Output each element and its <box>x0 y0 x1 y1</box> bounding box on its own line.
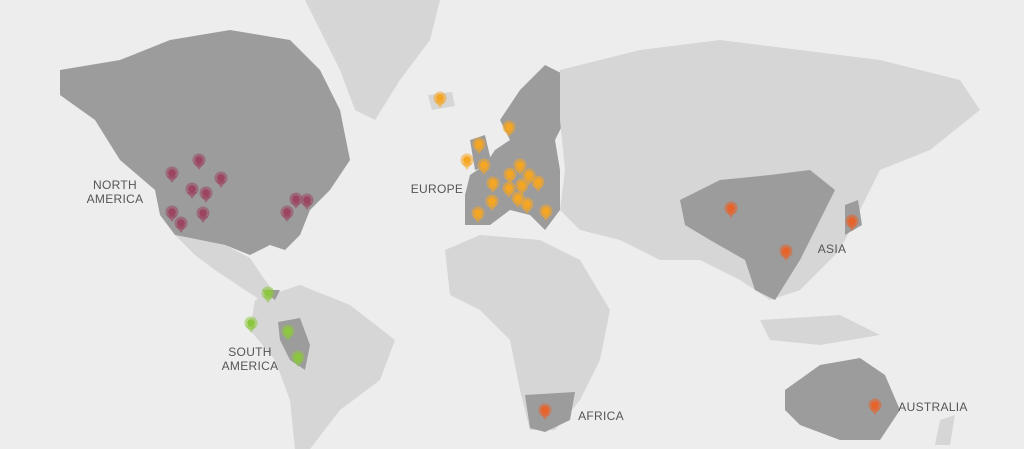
location-pin-icon[interactable] <box>185 182 199 200</box>
greenland <box>305 0 440 120</box>
label-line: EUROPE <box>410 182 464 196</box>
label-south-america: SOUTH AMERICA <box>213 345 287 373</box>
location-pin-icon[interactable] <box>300 193 314 211</box>
location-pin-icon[interactable] <box>868 398 882 416</box>
location-pin-icon[interactable] <box>199 186 213 204</box>
location-pin-icon[interactable] <box>165 205 179 223</box>
location-pin-icon[interactable] <box>513 158 527 176</box>
label-north-america: NORTH AMERICA <box>78 178 152 206</box>
label-europe: EUROPE <box>407 182 467 196</box>
location-pin-icon[interactable] <box>214 171 228 189</box>
location-pin-icon[interactable] <box>174 216 188 234</box>
location-pin-icon[interactable] <box>192 153 206 171</box>
label-line: ASIA <box>817 242 847 256</box>
label-asia: ASIA <box>812 242 852 256</box>
location-pin-icon[interactable] <box>291 350 305 368</box>
location-pin-icon[interactable] <box>244 316 258 334</box>
location-pin-icon[interactable] <box>165 166 179 184</box>
location-pin-icon[interactable] <box>486 176 500 194</box>
location-pin-icon[interactable] <box>538 403 552 421</box>
label-line: AUSTRALIA <box>898 400 968 414</box>
new-zealand <box>935 415 955 445</box>
label-australia: AUSTRALIA <box>893 400 973 414</box>
location-pin-icon[interactable] <box>472 137 486 155</box>
location-pin-icon[interactable] <box>522 168 536 186</box>
label-line: AMERICA <box>221 359 279 373</box>
africa-land <box>445 235 610 430</box>
location-pin-icon[interactable] <box>724 201 738 219</box>
label-line: AFRICA <box>578 409 624 423</box>
location-pin-icon[interactable] <box>280 205 294 223</box>
mexico-central-america <box>175 235 280 305</box>
location-pin-icon[interactable] <box>471 206 485 224</box>
location-pin-icon[interactable] <box>477 158 491 176</box>
location-pin-icon[interactable] <box>485 194 499 212</box>
location-pin-icon[interactable] <box>460 153 474 171</box>
location-pin-icon[interactable] <box>433 91 447 109</box>
location-pin-icon[interactable] <box>502 120 516 138</box>
location-pin-icon[interactable] <box>845 214 859 232</box>
location-pin-icon[interactable] <box>520 197 534 215</box>
location-pin-icon[interactable] <box>502 181 516 199</box>
location-pin-icon[interactable] <box>196 206 210 224</box>
location-pin-icon[interactable] <box>539 204 553 222</box>
location-pin-icon[interactable] <box>289 192 303 210</box>
location-pin-icon[interactable] <box>281 324 295 342</box>
label-africa: AFRICA <box>575 409 627 423</box>
location-pin-icon[interactable] <box>503 167 517 185</box>
label-line: SOUTH <box>228 345 272 359</box>
location-pin-icon[interactable] <box>261 286 275 304</box>
location-pin-icon[interactable] <box>531 175 545 193</box>
australia-land <box>785 358 900 440</box>
north-america-land <box>60 30 350 255</box>
asia-land <box>560 40 980 300</box>
label-line: NORTH <box>93 178 137 192</box>
indonesia <box>760 315 880 345</box>
label-line: AMERICA <box>86 192 144 206</box>
location-pin-icon[interactable] <box>515 178 529 196</box>
china-highlight <box>680 170 835 300</box>
location-pin-icon[interactable] <box>779 244 793 262</box>
